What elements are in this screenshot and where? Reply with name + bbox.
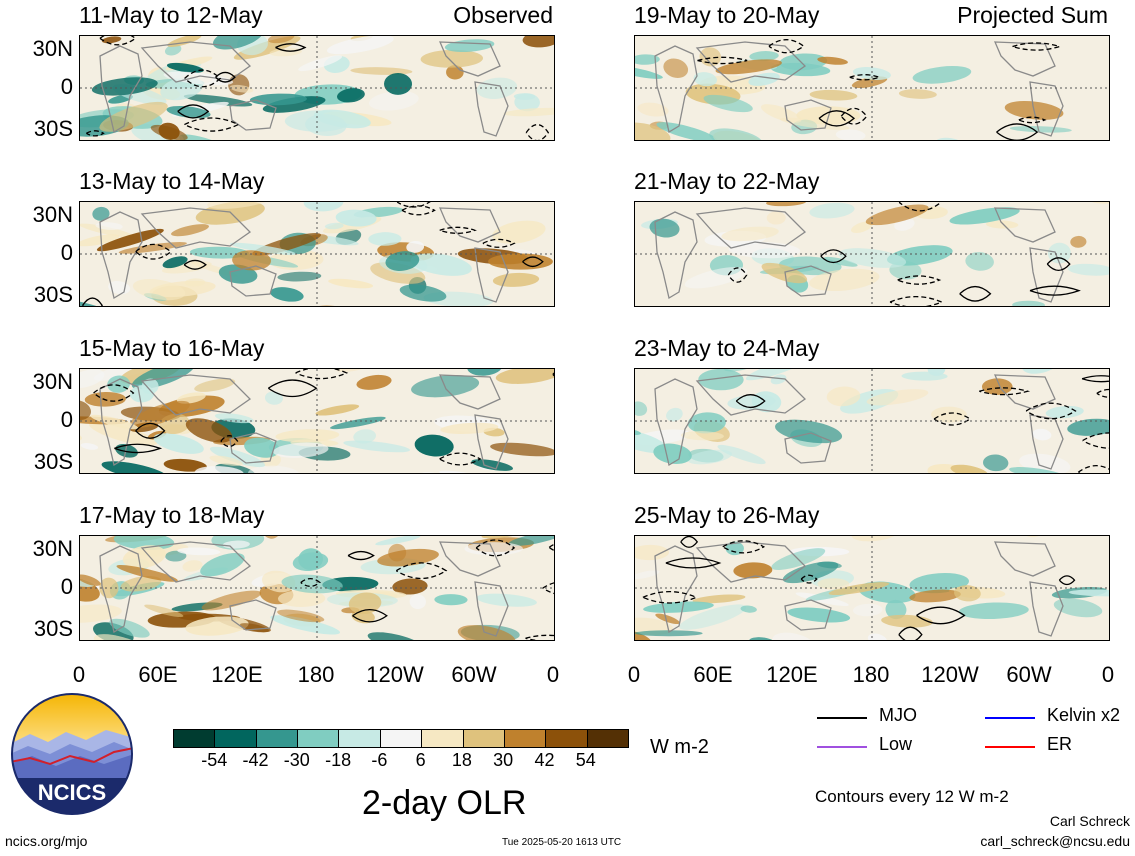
olr-map [634,535,1110,641]
lat-label: 30N [32,202,73,227]
lon-label: 60E [138,662,178,687]
lat-label: 30S [33,616,73,641]
panel-title: 17-May to 18-May [79,502,265,528]
lon-label: 120E [766,662,818,687]
legend-line [817,717,867,719]
lon-label: 120W [921,662,979,687]
lat-label: 30N [32,536,73,561]
colorbar-tick-label: -18 [325,750,352,770]
colorbar-tick-label: -6 [371,750,388,770]
legend-line [985,717,1035,719]
colorbar-tick-label: -42 [242,750,269,770]
lon-label: 60E [693,662,733,687]
colorbar-tick-label: -30 [283,750,310,770]
olr-map [79,201,555,307]
legend-label: Low [879,734,913,754]
panel-title: 13-May to 14-May [79,168,265,194]
panel-title: 25-May to 26-May [634,502,820,528]
colorbar-swatch [256,730,299,747]
main-title: 2-day OLR [362,784,527,822]
lon-label: 60W [451,662,497,687]
colorbar-tick-label: 18 [451,750,472,770]
email: carl_schreck@ncsu.edu [980,833,1130,849]
colorbar-tick-label: 30 [493,750,514,770]
lat-label: 30S [33,449,73,474]
lat-label: 30S [33,282,73,307]
lat-label: 0 [60,240,73,265]
lat-label: 30N [32,36,73,61]
olr-map [79,535,555,641]
contour-note: Contours every 12 W m-2 [815,787,1009,806]
author: Carl Schreck [1049,813,1130,829]
colorbar-tick-label: 6 [415,750,426,770]
colorbar-swatch [380,730,423,747]
panel-title: 15-May to 16-May [79,335,265,361]
legend-line [817,746,867,748]
olr-map [634,201,1110,307]
olr-map [634,368,1110,474]
ncics-logo: NCICS [10,692,134,816]
colorbar-swatch [587,730,628,747]
lon-label: 0 [72,662,86,687]
legend-label: ER [1047,734,1073,754]
lon-label: 120W [366,662,424,687]
colorbar-swatch [174,730,216,747]
colorbar-swatch [463,730,505,747]
colorbar-tick-label: 54 [575,750,596,770]
colorbar-swatch [215,730,257,747]
panel-title: 21-May to 22-May [634,168,820,194]
olr-map [79,368,555,474]
timestamp: Tue 2025-05-20 1613 UTC [502,837,622,848]
lon-label: 180 [297,662,335,687]
lat-label: 0 [60,407,73,432]
colorbar-swatch [546,730,588,747]
lon-label: 120E [211,662,263,687]
lon-label: 0 [1101,662,1115,687]
lon-label: 0 [627,662,641,687]
olr-map [79,35,555,141]
colorbar-tick-label: 42 [534,750,555,770]
colorbar-swatch [504,730,547,747]
olr-map [634,35,1110,141]
lon-label: 180 [852,662,890,687]
lat-label: 30N [32,369,73,394]
lon-label: 60W [1006,662,1052,687]
lat-label: 30S [33,116,73,141]
colorbar-swatch [298,730,340,747]
panel-tag: Observed [453,2,553,28]
lon-label: 0 [546,662,560,687]
legend-label: MJO [879,705,917,725]
colorbar-swatch [339,730,381,747]
colorbar-tick-label: -54 [201,750,228,770]
lat-label: 0 [60,574,73,599]
panel-title: 19-May to 20-May [634,2,820,28]
panel-title: 11-May to 12-May [79,2,263,28]
logo-text: NCICS [38,780,106,805]
website: ncics.org/mjo [5,833,88,849]
colorbar-swatch [422,730,464,747]
panel-tag: Projected Sum [957,2,1108,28]
lat-label: 0 [60,74,73,99]
colorbar [173,729,629,748]
colorbar-units: W m-2 [650,736,709,758]
legend-label: Kelvin x2 [1047,705,1121,725]
legend-line [985,746,1035,748]
panel-title: 23-May to 24-May [634,335,820,361]
